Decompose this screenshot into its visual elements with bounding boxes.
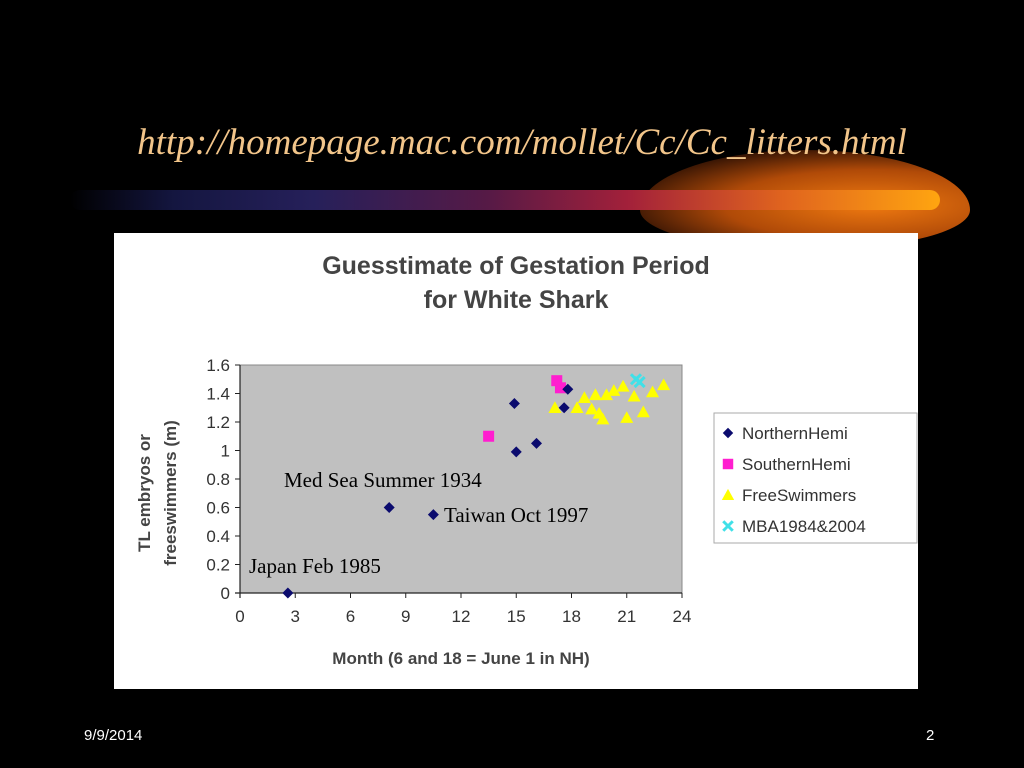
- x-tick-label: 9: [401, 607, 410, 626]
- legend-marker-northernhemi: [722, 427, 734, 439]
- x-tick-label: 21: [617, 607, 636, 626]
- chart-title-line: for White Shark: [424, 286, 609, 314]
- data-point-freeswimmers: [570, 401, 584, 413]
- chart-panel: Guesstimate of Gestation Period for White…: [114, 233, 918, 689]
- data-point-freeswimmers: [607, 384, 621, 396]
- page-number: 2: [926, 727, 935, 744]
- data-point-northernhemi: [510, 446, 522, 458]
- x-tick-label: 24: [673, 607, 692, 626]
- scatter-chart: Guesstimate of Gestation Period for White…: [135, 252, 918, 668]
- x-tick-label: 18: [562, 607, 581, 626]
- legend-marker-mba1984-2004: [722, 520, 734, 532]
- x-tick-label: 6: [346, 607, 355, 626]
- legend-label: MBA1984&2004: [742, 517, 866, 536]
- data-point-northernhemi: [383, 502, 395, 513]
- data-point-mba1984-2004: [633, 376, 646, 389]
- data-point-freeswimmers: [620, 411, 634, 423]
- annotation-label: Med Sea Summer 1934: [284, 468, 482, 492]
- data-point-northernhemi: [282, 587, 294, 599]
- annotation-label: Taiwan Oct 1997: [444, 503, 588, 527]
- annotation-label: Japan Feb 1985: [249, 554, 381, 578]
- y-axis-label-line: TL embryos or: [135, 434, 154, 552]
- x-tick-label: 0: [235, 607, 244, 626]
- y-tick-label: 1: [221, 442, 230, 461]
- plot-area: [239, 364, 683, 594]
- data-point-freeswimmers: [636, 405, 650, 418]
- data-point-freeswimmers: [627, 389, 641, 402]
- title-gradient-bar: [70, 190, 940, 210]
- data-point-freeswimmers: [588, 388, 602, 401]
- y-axis-label: TL embryos or freeswimmers (m): [135, 420, 180, 566]
- x-tick-label: 12: [452, 607, 471, 626]
- data-point-freeswimmers: [548, 401, 562, 413]
- y-tick-label: 0: [221, 584, 230, 603]
- data-point-southernhemi: [554, 382, 566, 394]
- data-point-northernhemi: [427, 509, 439, 521]
- data-point-freeswimmers: [616, 379, 630, 392]
- y-tick-label: 0.8: [206, 470, 230, 489]
- data-point-southernhemi: [551, 375, 563, 387]
- data-point-northernhemi: [562, 383, 574, 395]
- y-tick-label: 0.4: [206, 527, 230, 546]
- footer-date: 9/9/2014: [84, 727, 143, 744]
- legend-marker-freeswimmers: [721, 488, 735, 500]
- y-tick-label: 0.2: [206, 556, 230, 575]
- y-axis-label-line: freeswimmers (m): [161, 420, 180, 566]
- data-point-freeswimmers: [599, 388, 613, 401]
- x-tick-label: 15: [507, 607, 526, 626]
- slide-title: http://homepage.mac.com/mollet/Cc/Cc_lit…: [137, 122, 907, 163]
- x-axis-label: Month (6 and 18 = June 1 in NH): [332, 649, 589, 668]
- legend-marker-southernhemi: [722, 458, 734, 470]
- chart-title-line: Guesstimate of Gestation Period: [322, 252, 710, 280]
- legend-label: FreeSwimmers: [742, 486, 856, 505]
- y-tick-label: 0.6: [206, 499, 230, 518]
- data-point-northernhemi: [531, 437, 543, 449]
- legend-label: NorthernHemi: [742, 424, 848, 443]
- data-point-freeswimmers: [657, 378, 671, 391]
- data-point-freeswimmers: [577, 391, 591, 403]
- data-point-freeswimmers: [646, 385, 660, 398]
- y-tick-label: 1.2: [206, 413, 230, 432]
- legend-box: [713, 412, 918, 544]
- y-tick-label: 1.4: [206, 385, 230, 404]
- x-tick-label: 3: [291, 607, 300, 626]
- data-point-northernhemi: [508, 397, 520, 409]
- data-point-freeswimmers: [585, 402, 599, 415]
- data-point-southernhemi: [483, 430, 495, 442]
- data-point-northernhemi: [558, 402, 570, 414]
- data-point-freeswimmers: [596, 412, 610, 425]
- legend-label: SouthernHemi: [742, 455, 851, 474]
- y-tick-label: 1.6: [206, 356, 230, 375]
